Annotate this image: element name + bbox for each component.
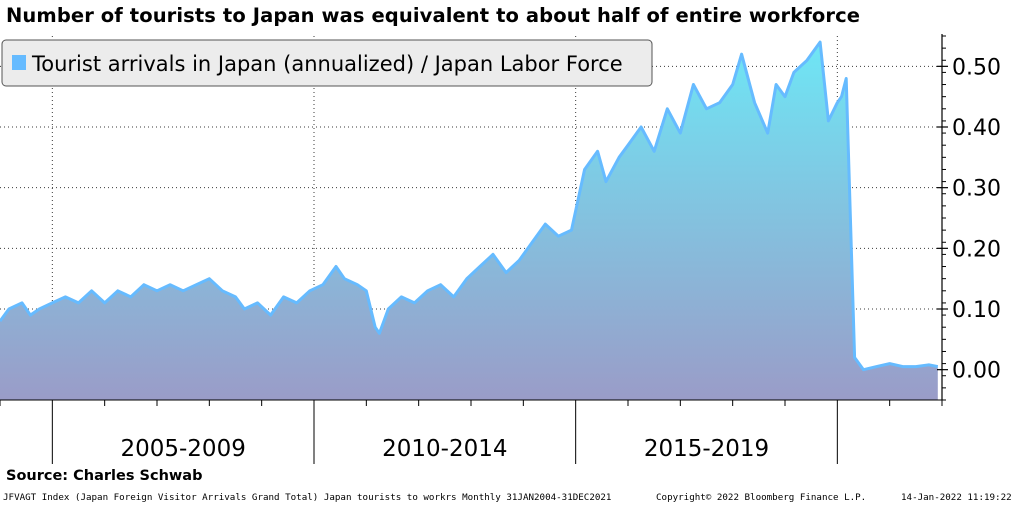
series-area-fill — [0, 42, 938, 400]
y-tick-label: 0.40 — [952, 116, 1001, 141]
y-tick-label: 0.00 — [952, 359, 1001, 384]
legend-label: Tourist arrivals in Japan (annualized) /… — [31, 52, 623, 76]
x-period-label: 2005-2009 — [120, 436, 245, 462]
source-note: Source: Charles Schwab — [6, 468, 203, 484]
footer-timestamp: 14-Jan-2022 11:19:22 — [901, 492, 1012, 503]
x-period-label: 2010-2014 — [382, 436, 507, 462]
y-tick-label: 0.10 — [952, 298, 1001, 323]
legend-box — [1, 39, 653, 87]
chart-title: Number of tourists to Japan was equivale… — [6, 4, 861, 27]
series-line — [0, 40, 939, 372]
x-period-label: 2015-2019 — [644, 436, 769, 462]
legend: Tourist arrivals in Japan (annualized) /… — [1, 39, 653, 87]
axes: 0.00 0.10 0.20 0.30 0.40 0.50 2005-2009 2010-20… — [0, 34, 1001, 464]
footer-copyright: Copyright© 2022 Bloomberg Finance L.P. — [656, 492, 867, 503]
y-tick-label: 0.30 — [952, 177, 1001, 202]
footer-index-info: JFVAGT Index (Japan Foreign Visitor Arri… — [3, 492, 612, 503]
legend-swatch — [12, 55, 26, 70]
y-tick-label: 0.50 — [952, 55, 1001, 80]
y-tick-label: 0.20 — [952, 237, 1001, 262]
